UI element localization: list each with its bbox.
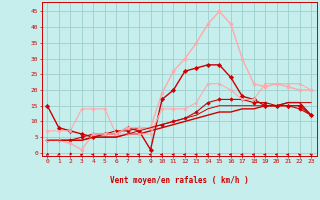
- X-axis label: Vent moyen/en rafales ( km/h ): Vent moyen/en rafales ( km/h ): [110, 176, 249, 185]
